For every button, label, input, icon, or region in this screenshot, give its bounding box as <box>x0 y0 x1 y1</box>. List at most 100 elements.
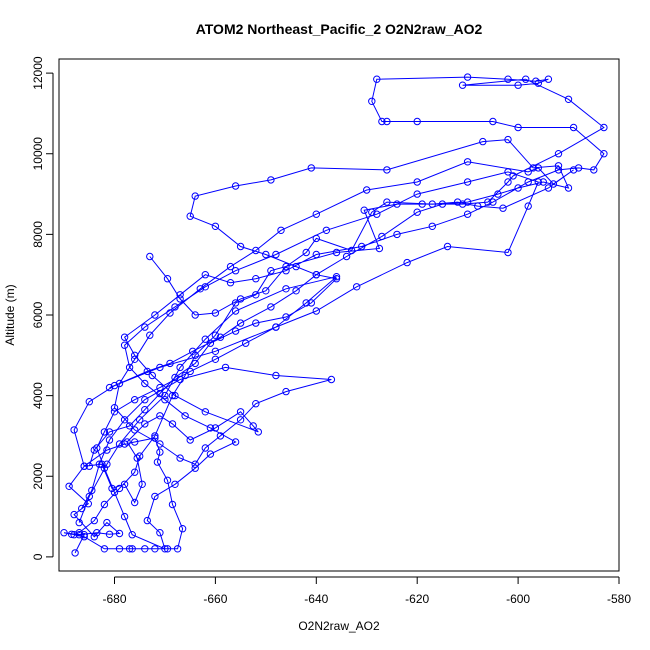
data-point <box>327 375 336 384</box>
data-point <box>176 295 184 303</box>
data-point <box>75 531 83 539</box>
data-point <box>166 309 174 317</box>
data-point <box>236 295 245 303</box>
data-point <box>168 391 177 400</box>
data-point <box>211 222 220 231</box>
data-point <box>115 379 124 388</box>
data-point <box>534 178 542 186</box>
y-axis-label: Altitude (m) <box>3 284 17 345</box>
data-point <box>554 166 563 174</box>
data-point <box>514 184 522 192</box>
data-point <box>282 285 290 293</box>
data-point <box>151 545 159 553</box>
data-point <box>156 529 164 537</box>
data-point <box>569 166 578 174</box>
data-point <box>131 355 139 363</box>
data-point <box>60 529 68 537</box>
data-point <box>600 123 608 132</box>
y-tick-label: 6000 <box>31 301 45 328</box>
data-point <box>151 492 159 501</box>
data-point <box>532 77 540 85</box>
data-point <box>216 333 225 341</box>
data-point <box>522 75 530 83</box>
data-point <box>514 81 522 89</box>
data-point <box>262 287 270 295</box>
data-point <box>70 510 78 519</box>
data-point <box>463 178 472 186</box>
data-point <box>428 200 436 208</box>
data-point <box>156 363 164 372</box>
data-point <box>141 545 149 553</box>
series-line-2 <box>78 171 539 550</box>
data-point <box>100 428 109 436</box>
data-point <box>110 381 119 390</box>
data-point <box>267 303 275 311</box>
y-axis: 0 2000 4000 6000 8000 10000 12000 <box>31 56 54 560</box>
data-point <box>141 396 149 404</box>
data-point <box>292 262 300 271</box>
data-point <box>125 422 134 430</box>
data-point <box>443 242 452 251</box>
data-point <box>272 371 280 380</box>
data-point <box>489 117 497 126</box>
data-point <box>236 242 245 251</box>
data-point <box>120 416 129 424</box>
data-point <box>524 202 532 210</box>
data-point <box>564 184 573 192</box>
data-point <box>544 75 553 83</box>
data-point <box>75 529 83 537</box>
data-point <box>514 123 522 132</box>
data-point <box>201 271 210 279</box>
data-point <box>141 420 149 428</box>
data-point <box>211 347 220 355</box>
data-point <box>236 416 245 424</box>
data-point <box>128 531 136 539</box>
data-point <box>393 230 401 239</box>
plot-frame <box>58 58 620 572</box>
data-point <box>201 283 210 291</box>
data-point <box>590 166 598 174</box>
x-tick-label: -660 <box>203 592 227 606</box>
data-point <box>115 440 124 448</box>
series-line-1 <box>63 76 605 554</box>
data-point <box>216 432 225 440</box>
data-point <box>186 212 194 220</box>
data-point <box>136 416 144 424</box>
data-point <box>363 186 371 194</box>
y-tick-label: 10000 <box>31 137 45 171</box>
data-point <box>141 406 149 414</box>
data-point <box>70 426 78 434</box>
data-point <box>163 275 172 283</box>
data-point <box>171 391 179 400</box>
data-point <box>70 531 78 539</box>
data-point <box>524 168 532 176</box>
data-point <box>161 545 169 553</box>
data-point <box>80 531 88 539</box>
data-point <box>163 476 172 484</box>
data-point <box>105 383 114 392</box>
data-point <box>463 158 472 166</box>
data-point <box>534 164 542 172</box>
data-point <box>249 422 257 430</box>
data-point <box>90 533 99 541</box>
data-point <box>353 283 361 291</box>
data-point <box>161 391 169 400</box>
data-point <box>131 498 139 507</box>
data-point <box>71 549 79 557</box>
data-point <box>191 460 199 468</box>
data-point <box>85 492 94 501</box>
data-point <box>173 545 182 553</box>
data-point <box>176 375 184 384</box>
data-point <box>252 319 260 327</box>
data-point <box>156 440 164 448</box>
data-point <box>131 396 139 404</box>
data-point <box>312 307 320 315</box>
chart-title: ATOM2 Northeast_Pacific_2 O2N2raw_AO2 <box>196 21 483 37</box>
data-point <box>378 232 386 241</box>
data-point <box>554 162 563 170</box>
data-point <box>499 204 507 212</box>
data-point <box>191 464 199 472</box>
data-point <box>123 438 131 446</box>
y-tick-label: 8000 <box>31 221 45 248</box>
data-point <box>168 420 177 428</box>
